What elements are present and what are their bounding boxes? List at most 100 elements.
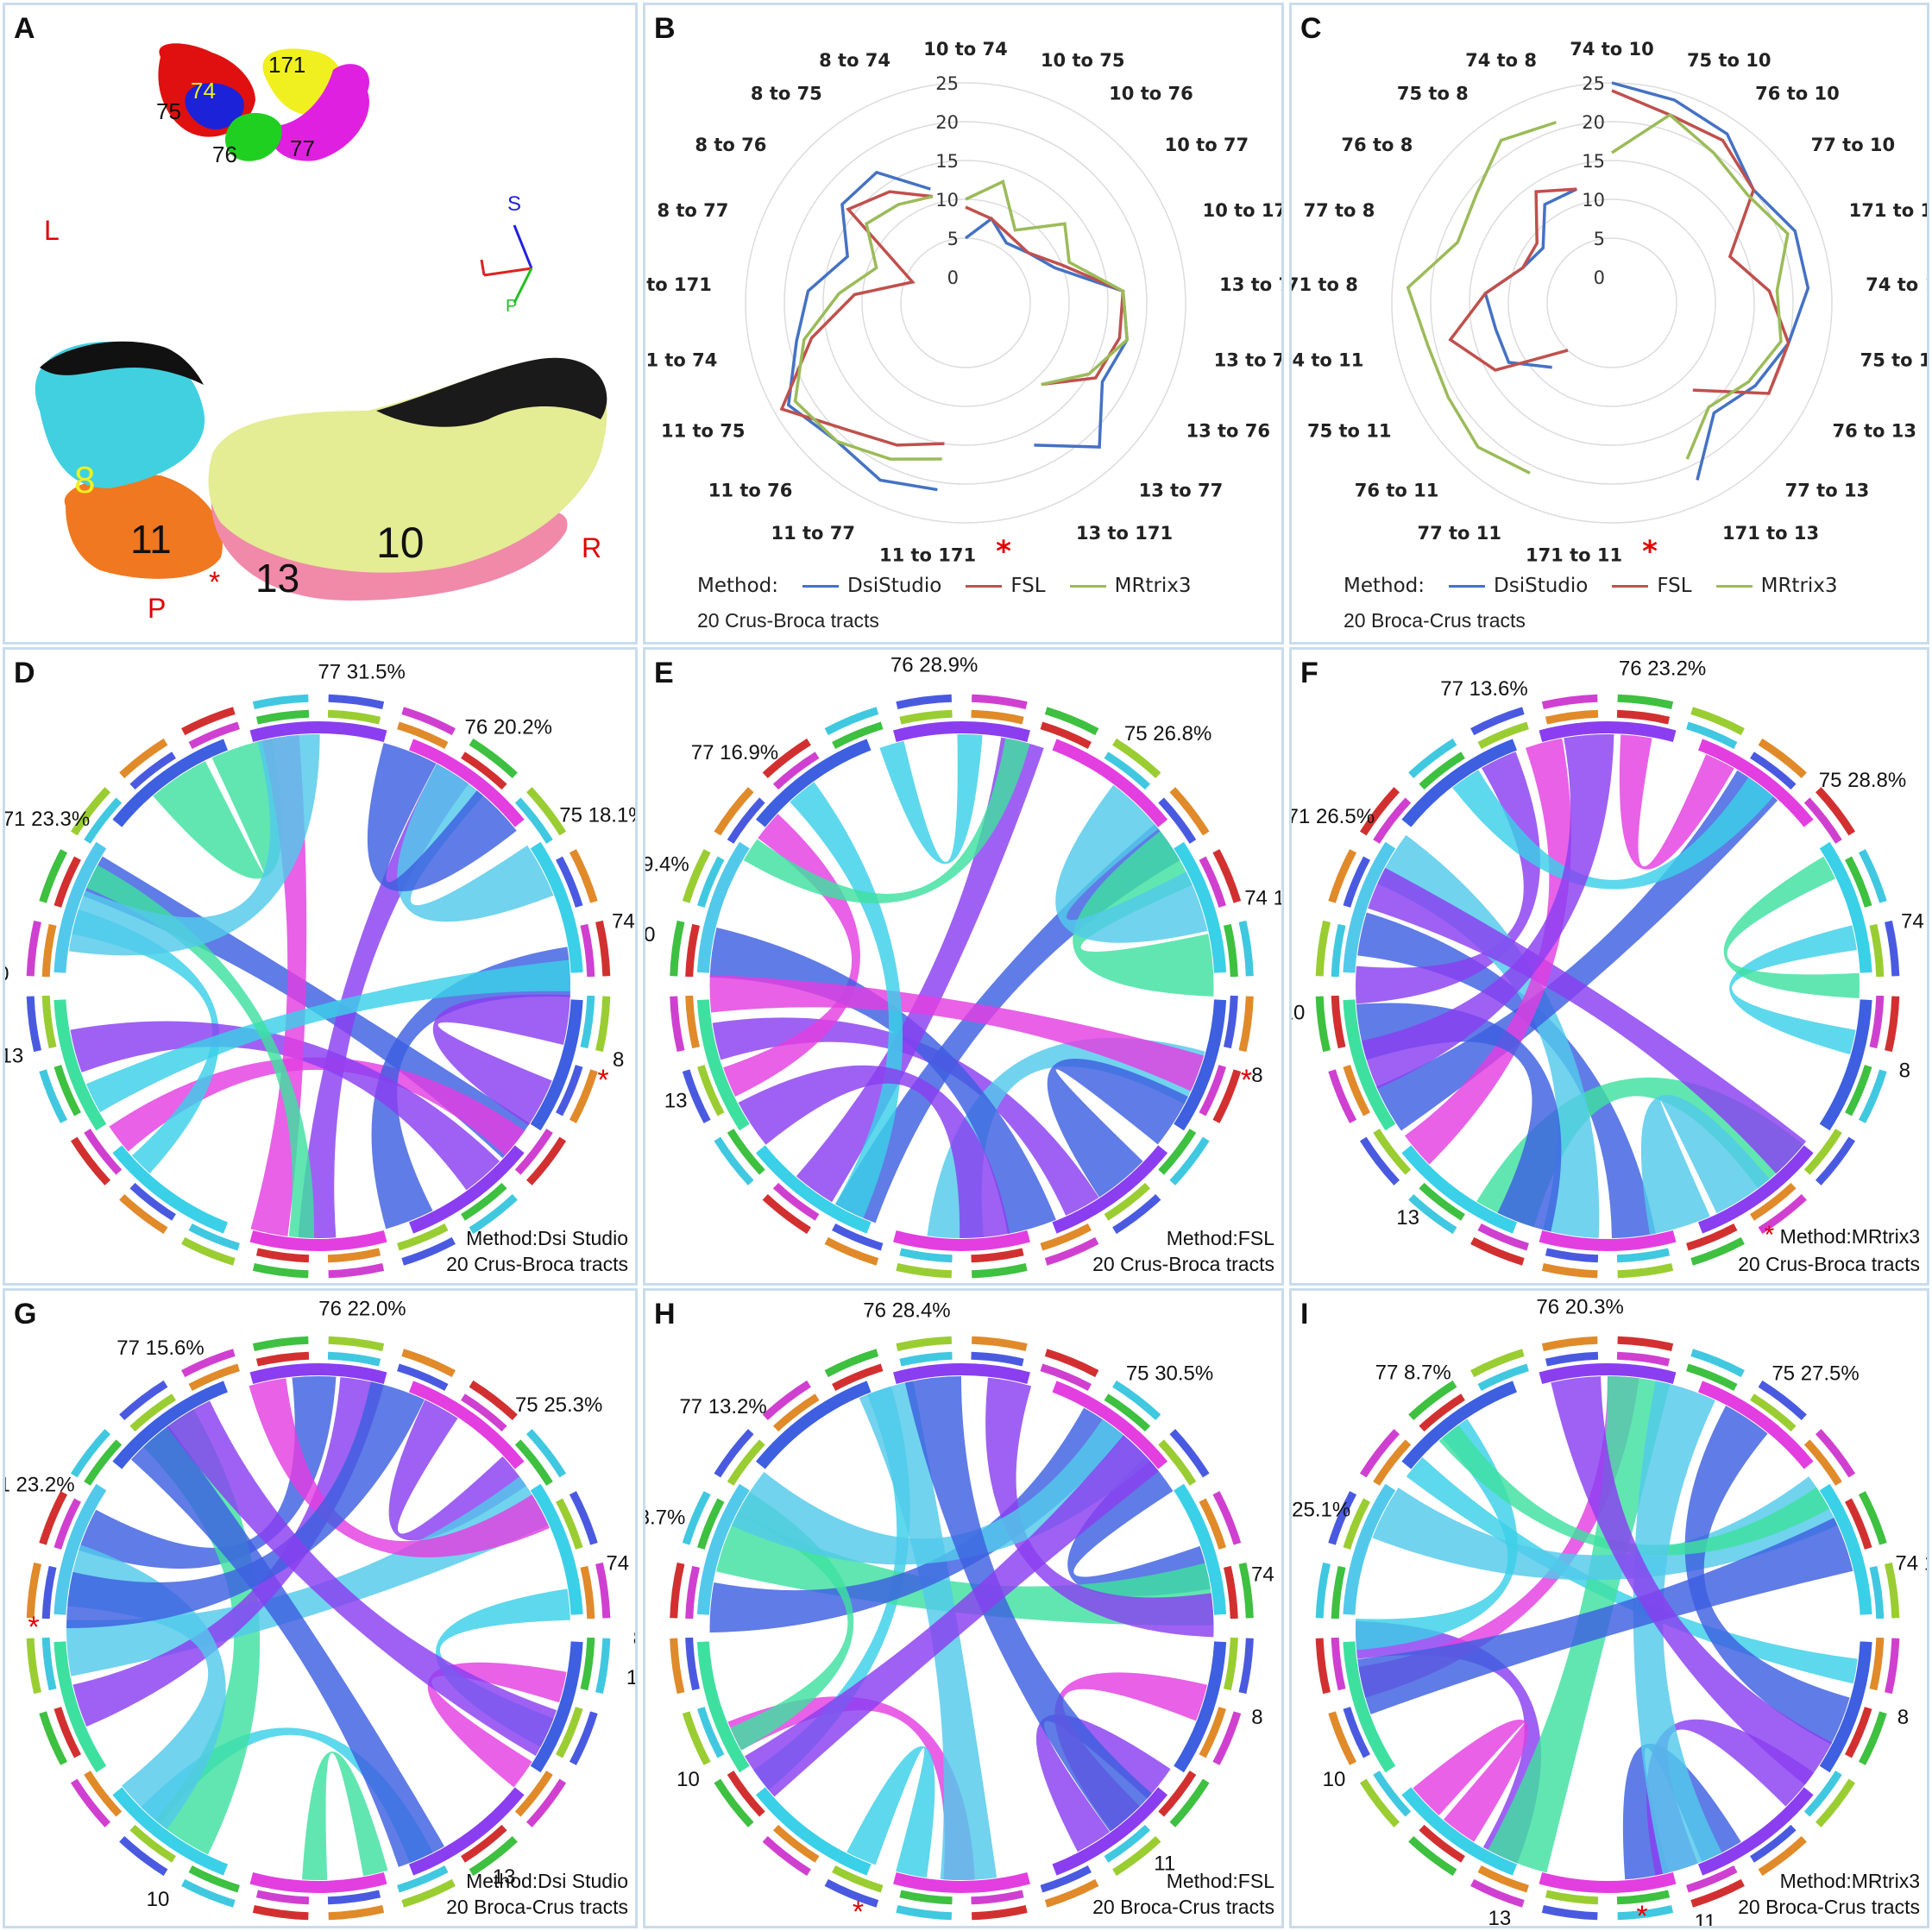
radar-series-DsiStudio xyxy=(786,170,938,492)
chord-label: 10 xyxy=(645,923,655,947)
chord-ring-segment xyxy=(1224,923,1238,978)
chord-ring-segment xyxy=(772,752,820,790)
chord-inner-arc xyxy=(1343,1483,1396,1615)
chord-label: 74 13.7% xyxy=(606,1551,638,1575)
chord-label: 8 xyxy=(633,1626,638,1650)
chord-ring-segment xyxy=(70,1778,111,1827)
chord-ring-segment xyxy=(1686,1223,1738,1251)
chord-ribbon xyxy=(397,764,554,922)
chord-ring-segment xyxy=(580,923,595,978)
chord-ring-segment xyxy=(1040,1865,1092,1893)
chord-ring-segment xyxy=(1845,856,1872,908)
chord-ring-segment xyxy=(1104,1824,1151,1863)
chord-ribbon xyxy=(1404,738,1571,1165)
chord-inner-arc xyxy=(408,1787,525,1876)
chord-ring-segment xyxy=(1373,1771,1412,1817)
panel-f: F 74 7.9% 75 28.8% 76 23.2% 77 13.6% 171 26.… xyxy=(1289,647,1929,1286)
legend-mrtrix-c: MRtrix3 xyxy=(1760,575,1838,597)
chord-ring-segment xyxy=(1044,1878,1099,1908)
chord-ribbon xyxy=(1067,1456,1211,1596)
chord-label: 77 15.6% xyxy=(116,1337,204,1360)
chord-ring-segment xyxy=(1112,1835,1161,1877)
legend-dsi-b: DsiStudio xyxy=(847,575,942,597)
chord-ring-segment xyxy=(697,1065,725,1116)
panel-g: G 74 13.7% 75 25.3% 76 22.0% 77 15.6% 171 23… xyxy=(3,1288,638,1928)
chord-ring-segment xyxy=(129,1393,176,1432)
chord-label: 8 xyxy=(1897,1706,1909,1729)
chord-ribbon xyxy=(371,947,570,1230)
chord-ring-segment xyxy=(39,1711,68,1765)
radar-grid-ring xyxy=(745,82,1186,524)
chord-inner-arc xyxy=(893,1363,1030,1384)
chord-ribbon xyxy=(86,865,315,1238)
radar-category-label: 8 to 75 xyxy=(751,83,822,104)
chord-ring-segment xyxy=(670,996,685,1053)
chord-ring-segment xyxy=(401,1349,456,1378)
chord-ribbon xyxy=(1684,1406,1850,1745)
radar-series-FSL xyxy=(1448,187,1577,372)
radar-series-MRtrix3 xyxy=(1406,121,1557,475)
panel-h: H 74 19.2% 75 30.5% 76 28.4% 77 13.2% 171 8.… xyxy=(643,1288,1284,1928)
chord-ring-segment xyxy=(832,1865,884,1893)
chord-ribbon xyxy=(79,1376,337,1569)
radar-grid-ring xyxy=(822,160,1109,446)
chord-ring-segment xyxy=(670,1638,685,1695)
chord-ring-segment xyxy=(1869,995,1885,1049)
radar-rtick: 25 xyxy=(935,73,959,94)
radar-category-label: 10 to 171 xyxy=(1203,200,1284,221)
chord-ring-segment xyxy=(84,797,123,844)
chord-ring-segment xyxy=(685,1637,700,1691)
radar-category-label: 11 to 75 xyxy=(661,421,746,442)
chord-diagram-d: 74 6.9% 75 18.1% 76 20.2% 77 31.5% 171 23.3%… xyxy=(5,661,635,1279)
chord-inner-arc xyxy=(1819,1483,1872,1615)
chord-asterisk: * xyxy=(853,1896,864,1928)
label-P: P xyxy=(148,593,166,624)
chord-label: 171 26.5% xyxy=(1292,805,1375,828)
chord-ribbon xyxy=(1377,834,1600,1238)
chord-ring-segment xyxy=(714,1429,754,1478)
chord-ring-segment xyxy=(697,856,725,908)
chord-ring-segment xyxy=(971,1248,1024,1263)
chord-label: 75 27.5% xyxy=(1772,1362,1859,1386)
chord-ring-segment xyxy=(899,1890,953,1905)
radar-series-MRtrix3 xyxy=(1611,112,1790,460)
chord-label: 75 30.5% xyxy=(1126,1362,1213,1386)
chord-inner-arc xyxy=(755,1787,872,1876)
radar-category-label: 10 to 75 xyxy=(1041,50,1125,71)
chord-ring-segment xyxy=(70,787,111,836)
radar-grid-ring xyxy=(861,198,1070,407)
chord-ring-segment xyxy=(1343,856,1370,908)
chord-ring-segment xyxy=(41,1565,57,1620)
chord-ring-segment xyxy=(1224,1637,1238,1691)
chord-inner-arc xyxy=(408,739,525,827)
chord-ribbon xyxy=(153,739,282,879)
chord-ring-segment xyxy=(595,920,611,977)
chord-label: 13 xyxy=(1396,1206,1419,1230)
chord-ribbon xyxy=(745,1435,1159,1797)
radar-category-label: * xyxy=(996,535,1011,569)
chord-ribbon xyxy=(790,782,903,1218)
chord-ring-segment xyxy=(252,1905,309,1921)
svg-text:S: S xyxy=(507,192,521,216)
radar-grid-ring xyxy=(1430,121,1794,485)
chord-inner-arc xyxy=(1819,841,1872,973)
chord-ring-segment xyxy=(1869,1637,1885,1691)
panel-e: E 74 17.9% 75 26.8% 76 28.9% 77 16.9% 171 9.… xyxy=(643,647,1284,1286)
radar-rtick: 10 xyxy=(935,190,959,211)
chord-ribbon xyxy=(904,1376,1152,1832)
chord-ribbon xyxy=(730,1492,854,1751)
method-e: Method:FSL xyxy=(1166,1227,1274,1250)
chord-label: 77 16.9% xyxy=(691,741,778,764)
chord-ring-segment xyxy=(129,752,176,790)
chord-ring-segment xyxy=(899,1248,953,1263)
chord-ring-segment xyxy=(26,920,41,977)
chord-inner-arc xyxy=(1697,1381,1814,1469)
chord-ring-segment xyxy=(727,1129,765,1175)
chord-ribbon xyxy=(709,1407,1125,1633)
method-i: Method:MRtrix3 xyxy=(1779,1870,1920,1893)
chord-inner-arc xyxy=(249,1872,387,1893)
chord-inner-arc xyxy=(1401,1381,1518,1469)
chord-ring-segment xyxy=(971,1351,1024,1367)
chord-ring-segment xyxy=(1343,1065,1370,1116)
asterisk-f: * xyxy=(1764,1221,1775,1250)
